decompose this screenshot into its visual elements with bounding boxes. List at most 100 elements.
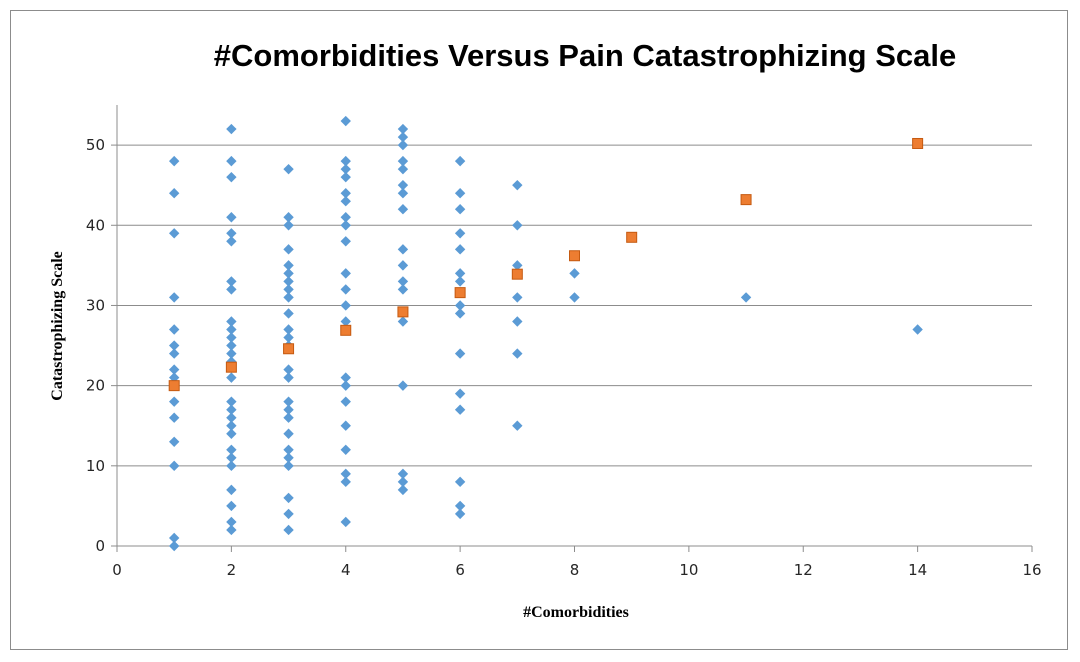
data-point-diamond (454, 404, 466, 415)
data-point-diamond (226, 404, 237, 415)
data-point-square (340, 324, 352, 336)
x-tick-label: 10 (679, 561, 698, 579)
data-point-diamond (397, 163, 409, 175)
data-point-diamond (454, 244, 466, 255)
data-point-diamond (340, 396, 351, 407)
data-point-diamond (168, 228, 180, 239)
x-tick-label: 6 (455, 561, 465, 579)
data-point-diamond (397, 476, 409, 488)
data-point-diamond (168, 324, 180, 335)
data-point-diamond (283, 492, 294, 504)
data-point-diamond (340, 476, 351, 488)
data-point-diamond (283, 396, 294, 407)
data-point-diamond (226, 524, 237, 536)
data-point-diamond (397, 204, 409, 215)
data-point-diamond (340, 115, 351, 127)
data-point-diamond (397, 276, 409, 287)
data-point-diamond (397, 155, 409, 167)
data-point-diamond (454, 500, 466, 512)
data-point-diamond (283, 292, 294, 303)
data-point-diamond (740, 292, 752, 303)
data-point-diamond (226, 284, 237, 295)
chart-frame (10, 10, 1068, 650)
data-point-diamond (226, 460, 237, 472)
data-points (168, 115, 924, 552)
gridlines (117, 144, 1032, 467)
data-point-diamond (168, 532, 180, 544)
data-point-diamond (226, 123, 237, 135)
data-point-diamond (454, 476, 466, 488)
data-point-diamond (226, 412, 237, 423)
data-point-diamond (168, 436, 180, 447)
data-point-diamond (340, 236, 351, 247)
data-point-diamond (283, 324, 294, 335)
y-tick-label: 40 (86, 216, 105, 234)
data-point-diamond (283, 524, 294, 536)
y-tick-label: 30 (86, 296, 105, 314)
data-point-diamond (512, 260, 523, 271)
data-point-diamond (340, 188, 351, 199)
data-point-diamond (226, 452, 237, 463)
data-point-diamond (397, 484, 409, 496)
data-point-diamond (283, 412, 294, 423)
data-point-square (283, 343, 295, 355)
data-point-diamond (397, 260, 409, 271)
data-point-diamond (397, 244, 409, 255)
data-point-square (225, 361, 237, 373)
data-point-diamond (397, 188, 409, 199)
data-point-diamond (454, 308, 466, 319)
data-point-diamond (226, 420, 237, 431)
data-point-diamond (454, 188, 466, 199)
data-point-diamond (226, 444, 237, 455)
data-point-diamond (168, 412, 180, 423)
data-point-diamond (512, 348, 523, 359)
y-tick-label: 20 (86, 377, 105, 395)
data-point-diamond (454, 348, 466, 359)
data-point-diamond (226, 484, 237, 496)
data-point-diamond (569, 292, 580, 303)
data-point-diamond (168, 188, 180, 199)
data-point-diamond (226, 500, 237, 512)
data-point-diamond (340, 420, 351, 431)
y-tick-label: 50 (86, 136, 105, 154)
data-point-diamond (512, 292, 523, 303)
data-point-diamond (397, 284, 409, 295)
data-point-diamond (512, 316, 523, 327)
data-point-diamond (226, 228, 237, 239)
data-point-diamond (226, 316, 237, 327)
data-point-diamond (283, 244, 294, 255)
data-point-diamond (512, 220, 523, 231)
data-point-diamond (397, 316, 409, 327)
data-point-diamond (340, 468, 351, 480)
data-point-diamond (340, 300, 351, 311)
data-point-diamond (283, 163, 294, 175)
data-point-diamond (340, 380, 351, 391)
data-point-diamond (454, 155, 466, 167)
y-tick-label: 10 (86, 457, 105, 475)
data-point-diamond (226, 155, 237, 167)
x-tick-label: 2 (227, 561, 237, 579)
data-point-diamond (340, 220, 351, 231)
data-point-diamond (283, 428, 294, 439)
data-point-square (454, 287, 466, 299)
y-axis-label: Catastrophizing Scale (49, 251, 66, 400)
data-point-diamond (454, 268, 466, 279)
data-point-diamond (340, 163, 351, 175)
data-point-diamond (454, 300, 466, 311)
data-point-diamond (283, 220, 294, 231)
data-point-diamond (397, 468, 409, 480)
data-point-diamond (226, 428, 237, 439)
data-point-diamond (569, 268, 580, 279)
data-point-diamond (397, 380, 409, 391)
data-point-diamond (397, 123, 409, 135)
data-point-diamond (226, 348, 237, 359)
data-point-diamond (340, 372, 351, 383)
data-point-diamond (226, 396, 237, 407)
x-tick-label: 0 (112, 561, 122, 579)
data-point-diamond (340, 284, 351, 295)
data-point-diamond (283, 364, 294, 375)
data-point-diamond (283, 268, 294, 279)
data-point-square (511, 268, 523, 280)
data-point-diamond (512, 420, 523, 431)
